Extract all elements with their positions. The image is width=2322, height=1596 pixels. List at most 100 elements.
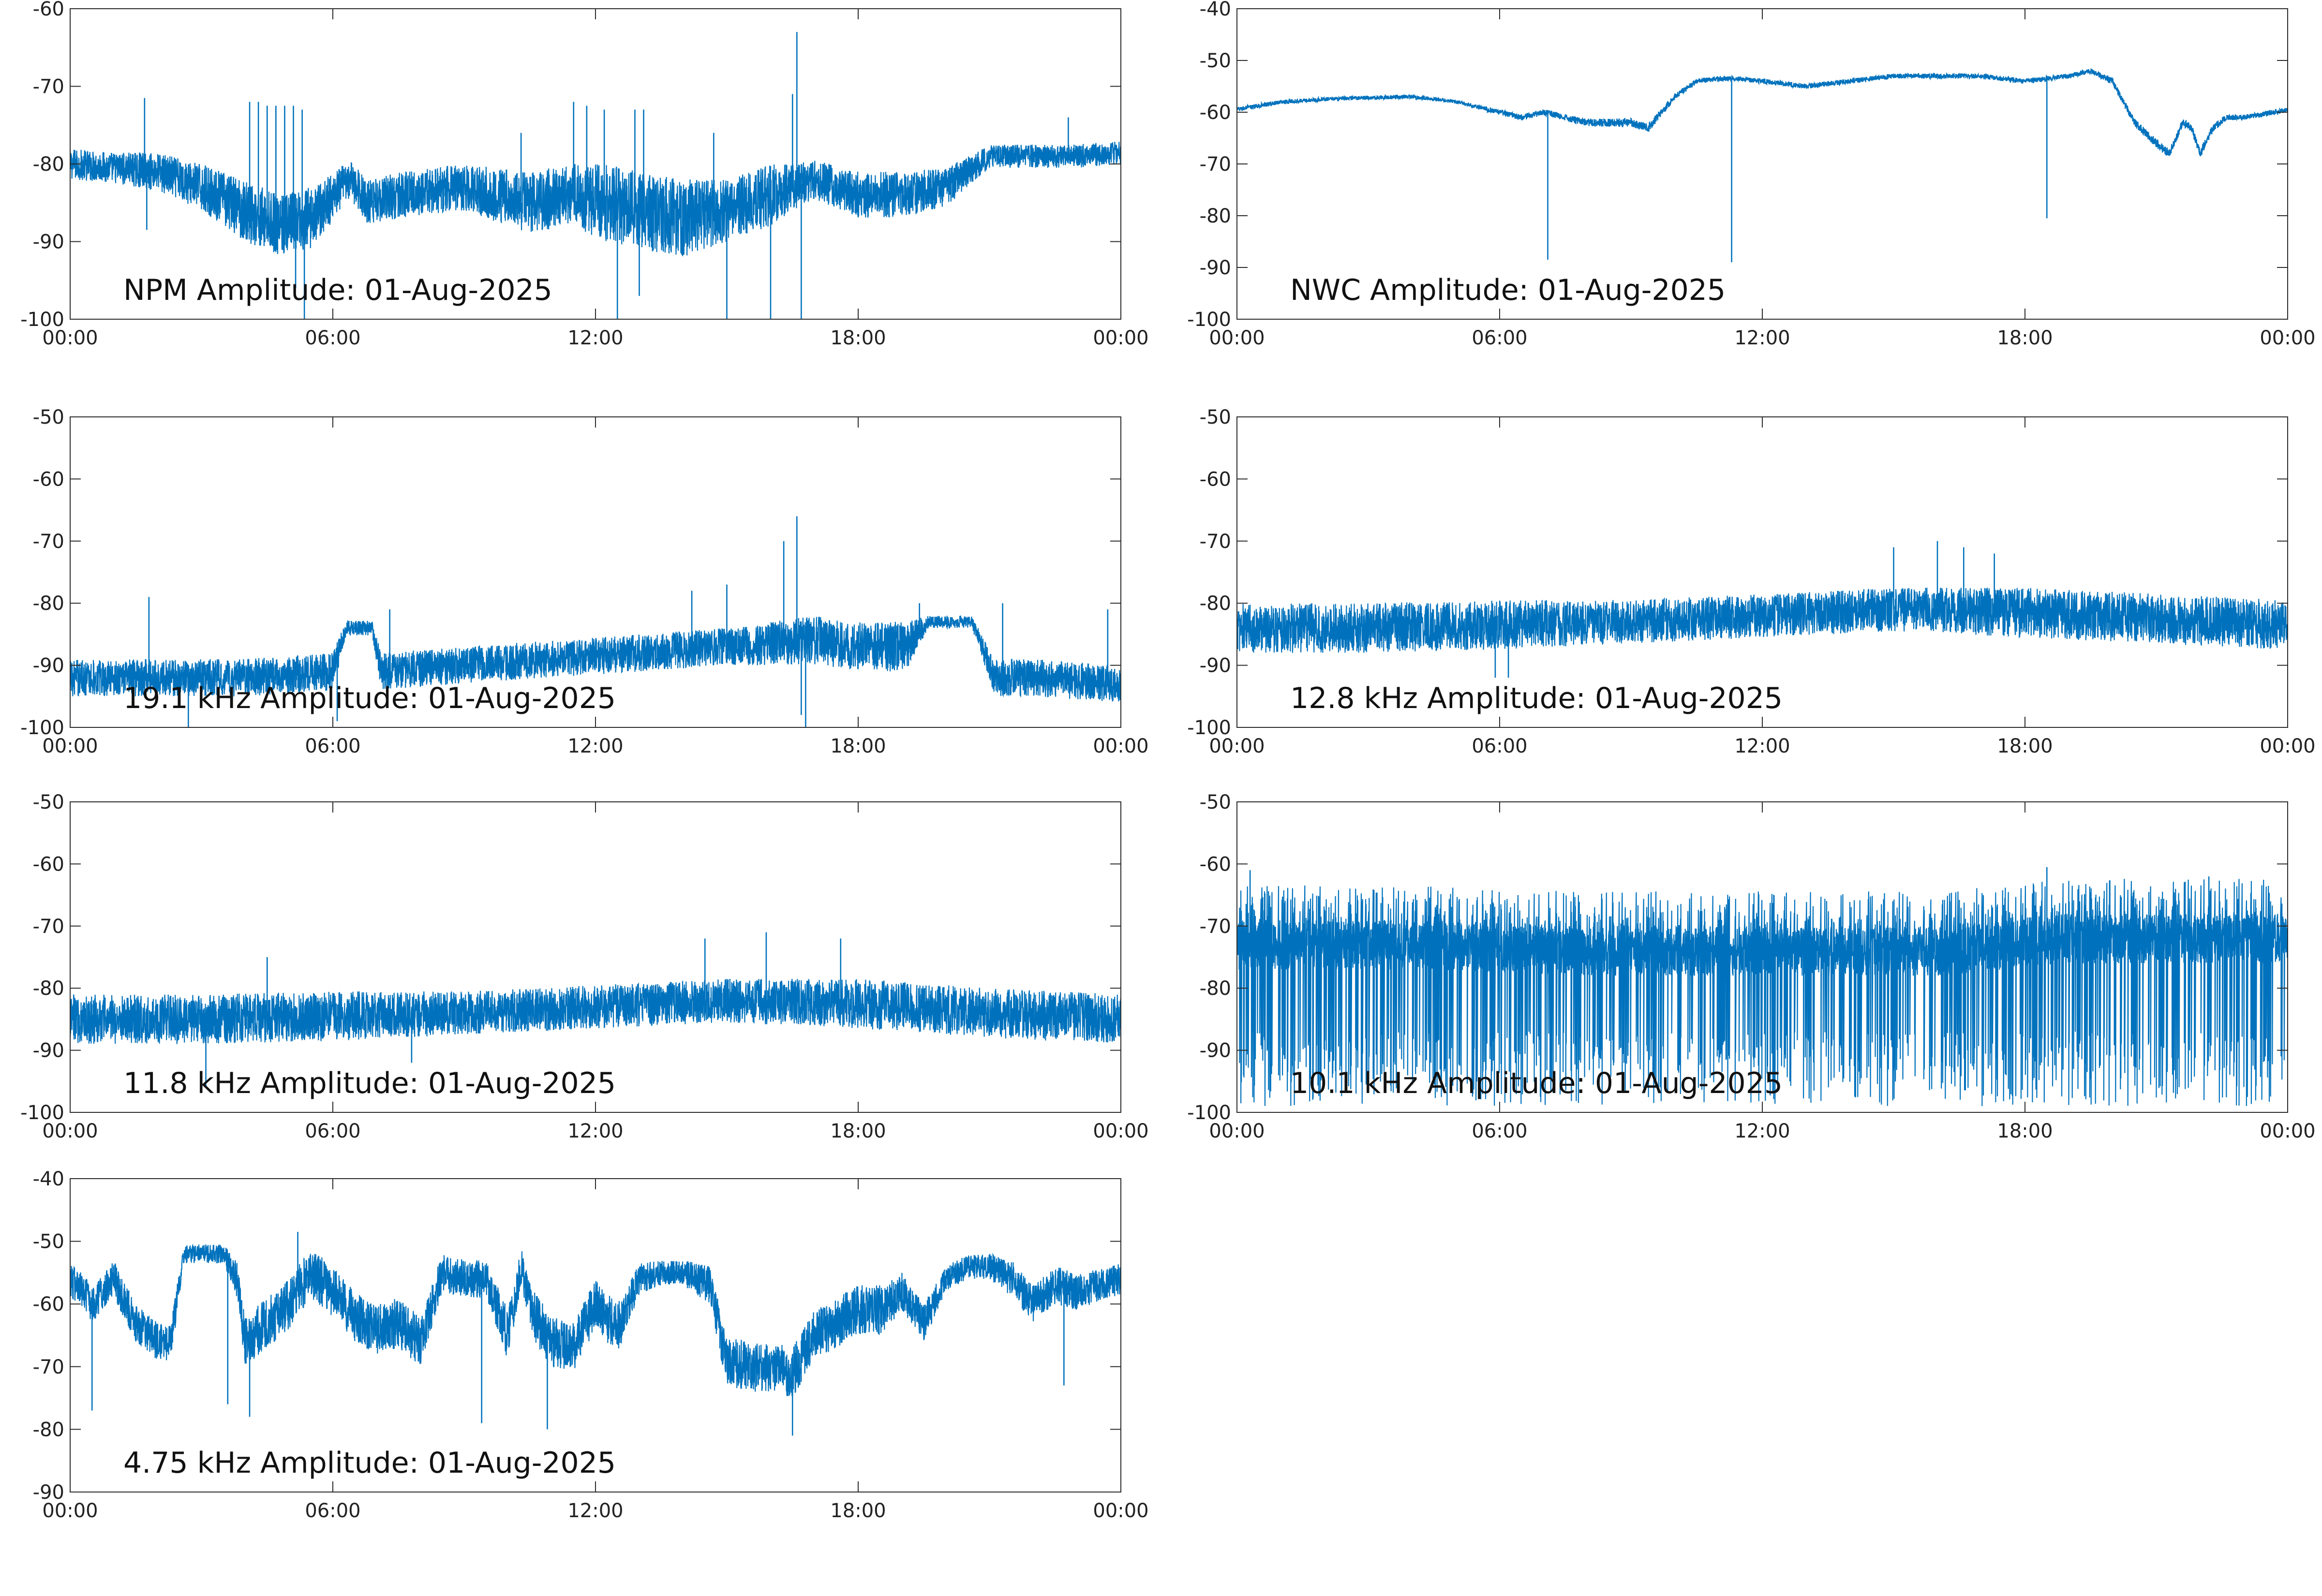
x-tick-label: 12:00 <box>1734 735 1790 757</box>
y-tick-label: -80 <box>33 592 64 615</box>
y-tick-label: -70 <box>1200 916 1231 938</box>
x-tick-label: 00:00 <box>42 735 98 757</box>
y-tick-label: -60 <box>1200 468 1231 490</box>
y-tick-label: -70 <box>33 76 64 98</box>
y-tick-label: -90 <box>33 1481 64 1504</box>
x-tick-label: 00:00 <box>42 1120 98 1142</box>
y-tick-label: -90 <box>1200 655 1231 677</box>
x-tick-label: 12:00 <box>1734 1120 1790 1142</box>
y-tick-label: -50 <box>1200 406 1231 429</box>
y-tick-label: -90 <box>1200 257 1231 279</box>
y-tick-label: -50 <box>33 406 64 429</box>
y-tick-label: -100 <box>1187 309 1231 331</box>
y-tick-label: -70 <box>33 916 64 938</box>
x-tick-label: 12:00 <box>567 1120 623 1142</box>
x-tick-label: 12:00 <box>567 1500 623 1522</box>
x-tick-label: 00:00 <box>1209 735 1265 757</box>
x-tick-label: 00:00 <box>2260 735 2315 757</box>
x-tick-label: 18:00 <box>830 1120 886 1142</box>
y-tick-label: -80 <box>33 977 64 1000</box>
y-tick-label: -60 <box>1200 853 1231 875</box>
x-tick-label: 00:00 <box>1093 1120 1148 1142</box>
y-tick-label: -40 <box>33 1168 64 1190</box>
y-tick-label: -80 <box>1200 592 1231 615</box>
y-tick-label: -50 <box>1200 50 1231 72</box>
series-line <box>70 978 1121 1044</box>
series-line <box>1237 879 2288 1107</box>
x-tick-label: 00:00 <box>1093 327 1148 349</box>
y-tick-label: -50 <box>33 1231 64 1253</box>
series-line <box>70 142 1121 256</box>
y-tick-label: -50 <box>1200 791 1231 813</box>
x-tick-label: 18:00 <box>1997 327 2053 349</box>
x-tick-label: 00:00 <box>2260 327 2315 349</box>
y-tick-label: -80 <box>33 153 64 176</box>
x-tick-label: 06:00 <box>305 1500 360 1522</box>
series-line <box>70 1244 1121 1398</box>
x-tick-label: 06:00 <box>1472 327 1527 349</box>
panel-title: 11.8 kHz Amplitude: 01-Aug-2025 <box>123 1066 616 1100</box>
y-tick-label: -90 <box>33 231 64 253</box>
series-line <box>1237 588 2288 653</box>
x-tick-label: 06:00 <box>305 1120 360 1142</box>
x-tick-label: 18:00 <box>830 1500 886 1522</box>
y-tick-label: -80 <box>1200 205 1231 227</box>
y-tick-label: -80 <box>33 1419 64 1441</box>
y-tick-label: -60 <box>33 1293 64 1315</box>
y-tick-label: -90 <box>1200 1040 1231 1062</box>
y-tick-label: -100 <box>20 309 64 331</box>
x-tick-label: 18:00 <box>1997 735 2053 757</box>
plot-area <box>70 802 1121 1112</box>
y-tick-label: -80 <box>1200 977 1231 1000</box>
y-tick-label: -60 <box>1200 102 1231 124</box>
panel-title: NPM Amplitude: 01-Aug-2025 <box>123 273 552 307</box>
x-tick-label: 00:00 <box>42 1500 98 1522</box>
y-tick-label: -100 <box>20 1102 64 1124</box>
y-tick-label: -70 <box>33 1356 64 1378</box>
y-tick-label: -100 <box>1187 717 1231 739</box>
panel-title: 12.8 kHz Amplitude: 01-Aug-2025 <box>1290 681 1783 715</box>
x-tick-label: 00:00 <box>1209 327 1265 349</box>
panel-title: 10.1 kHz Amplitude: 01-Aug-2025 <box>1290 1066 1783 1100</box>
panel-title: 19.1 kHz Amplitude: 01-Aug-2025 <box>123 681 616 715</box>
panel-title: 4.75 kHz Amplitude: 01-Aug-2025 <box>123 1446 616 1480</box>
x-tick-label: 00:00 <box>2260 1120 2315 1142</box>
x-tick-label: 06:00 <box>1472 735 1527 757</box>
x-tick-label: 18:00 <box>830 327 886 349</box>
x-tick-label: 06:00 <box>305 327 360 349</box>
x-tick-label: 12:00 <box>567 735 623 757</box>
y-tick-label: -100 <box>20 717 64 739</box>
y-tick-label: -50 <box>33 791 64 813</box>
x-tick-label: 00:00 <box>42 327 98 349</box>
y-tick-label: -60 <box>33 468 64 490</box>
plot-area <box>1237 417 2288 727</box>
x-tick-label: 00:00 <box>1209 1120 1265 1142</box>
x-tick-label: 06:00 <box>1472 1120 1527 1142</box>
x-tick-label: 12:00 <box>1734 327 1790 349</box>
y-tick-label: -90 <box>33 655 64 677</box>
y-tick-label: -90 <box>33 1040 64 1062</box>
plot-area <box>1237 9 2288 319</box>
y-tick-label: -60 <box>33 853 64 875</box>
y-tick-label: -100 <box>1187 1102 1231 1124</box>
x-tick-label: 06:00 <box>305 735 360 757</box>
x-tick-label: 00:00 <box>1093 735 1148 757</box>
series-line <box>70 615 1121 702</box>
panel-title: NWC Amplitude: 01-Aug-2025 <box>1290 273 1726 307</box>
y-tick-label: -70 <box>1200 153 1231 176</box>
x-tick-label: 00:00 <box>1093 1500 1148 1522</box>
y-tick-label: -70 <box>33 531 64 553</box>
y-tick-label: -40 <box>1200 0 1231 20</box>
x-tick-label: 18:00 <box>830 735 886 757</box>
x-tick-label: 12:00 <box>567 327 623 349</box>
y-tick-label: -70 <box>1200 531 1231 553</box>
plot-area <box>70 9 1121 319</box>
